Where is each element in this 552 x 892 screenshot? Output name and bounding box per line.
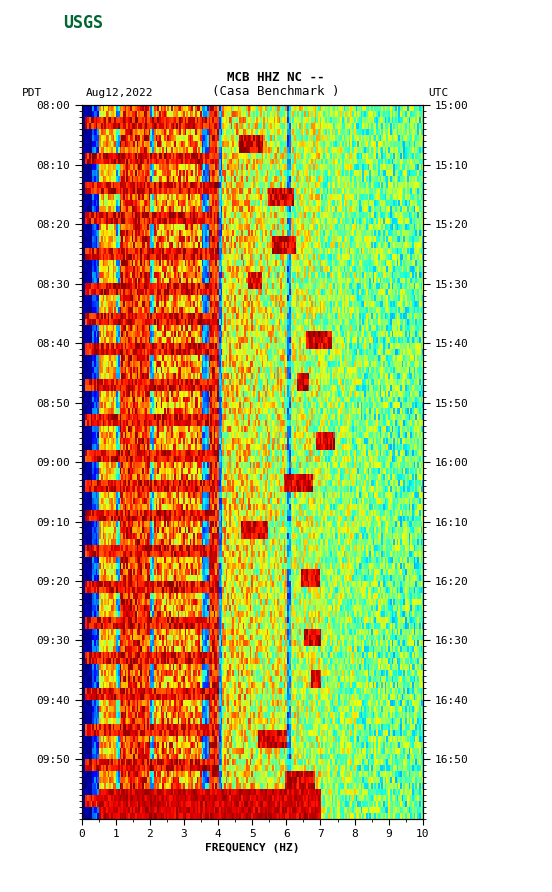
Text: PDT: PDT	[22, 88, 43, 98]
Text: (Casa Benchmark ): (Casa Benchmark )	[213, 85, 339, 98]
Polygon shape	[6, 12, 55, 36]
Text: MCB HHZ NC --: MCB HHZ NC --	[227, 70, 325, 84]
Text: Aug12,2022: Aug12,2022	[86, 88, 153, 98]
X-axis label: FREQUENCY (HZ): FREQUENCY (HZ)	[205, 844, 300, 854]
Text: USGS: USGS	[63, 13, 103, 32]
Text: UTC: UTC	[428, 88, 448, 98]
